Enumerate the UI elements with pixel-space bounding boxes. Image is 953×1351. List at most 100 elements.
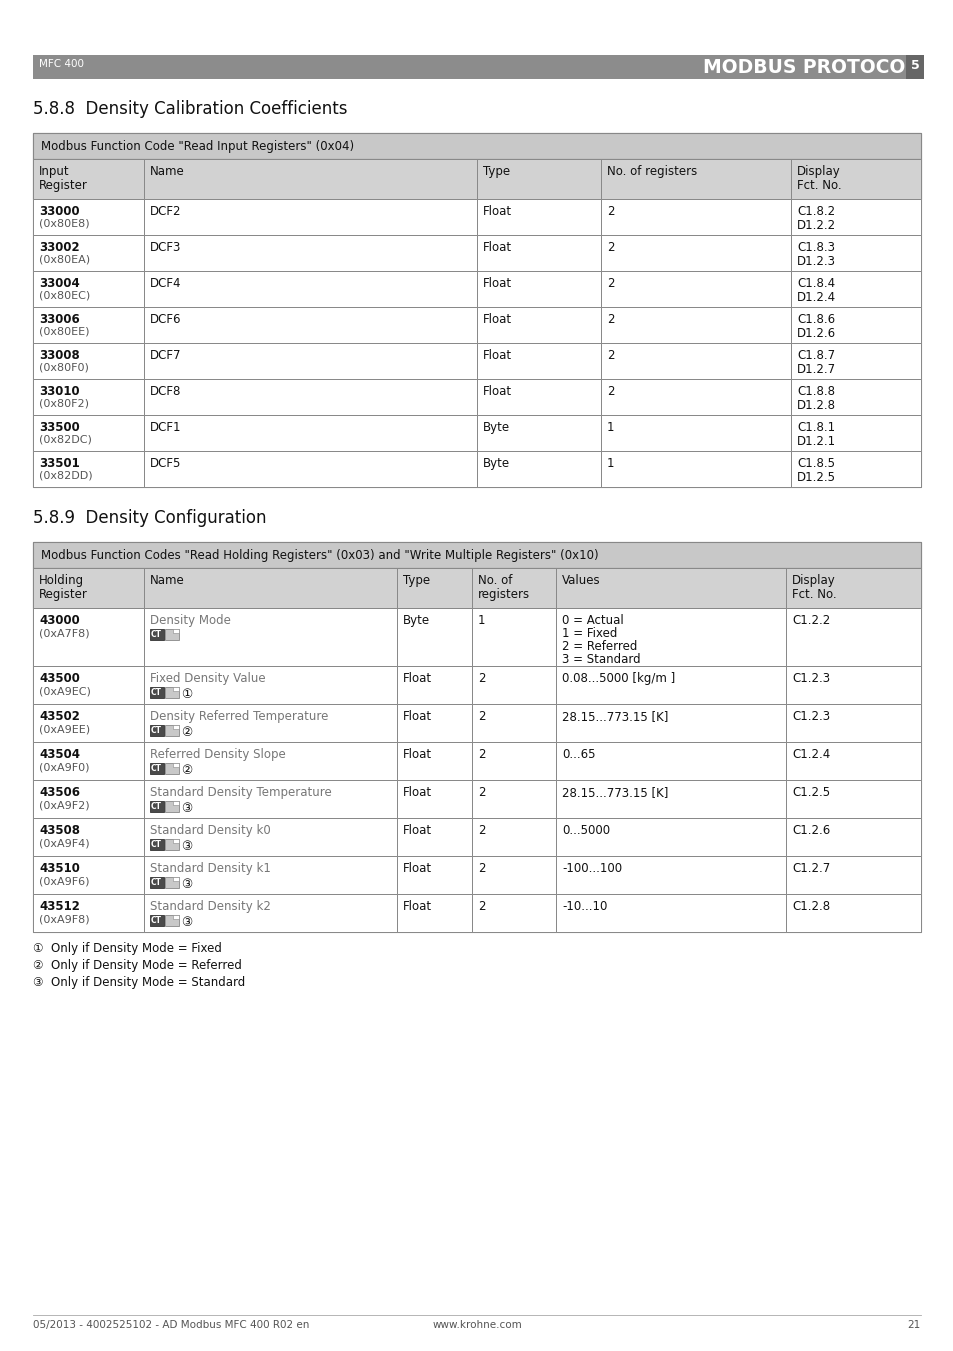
Bar [33,780,144,817]
Bar [150,725,164,736]
Bar [476,159,600,199]
Bar [33,608,920,666]
Bar [556,857,785,894]
Text: Name: Name [150,165,185,178]
Text: Byte: Byte [482,422,510,434]
Bar [790,415,920,451]
Bar [33,159,144,199]
Text: Fct. No.: Fct. No. [796,178,841,192]
Text: 2: 2 [477,711,485,723]
Bar [33,704,920,742]
Text: C1.8.2: C1.8.2 [796,205,834,218]
Text: D1.2.2: D1.2.2 [796,219,835,232]
Bar [33,780,920,817]
Text: 2: 2 [606,240,614,254]
Bar [785,817,920,857]
Bar [790,272,920,307]
Text: Values: Values [561,574,600,586]
Text: 33004: 33004 [39,277,80,290]
Bar [472,780,556,817]
Text: C1.8.1: C1.8.1 [796,422,834,434]
Text: Float: Float [482,277,512,290]
Text: No. of registers: No. of registers [606,165,697,178]
Text: Float: Float [402,786,432,798]
Bar [33,415,920,451]
Text: C1.8.7: C1.8.7 [796,349,834,362]
Bar [396,666,472,704]
Text: CT: CT [151,802,162,811]
Text: 5.8.8  Density Calibration Coefficients: 5.8.8 Density Calibration Coefficients [33,100,347,118]
Bar [172,839,179,843]
Bar [33,159,920,199]
Text: (0xA9F2): (0xA9F2) [39,800,90,811]
Text: 0 = Actual: 0 = Actual [561,613,623,627]
Text: Float: Float [482,205,512,218]
Text: Register: Register [39,588,88,601]
Text: Modbus Function Codes "Read Holding Registers" (0x03) and "Write Multiple Regist: Modbus Function Codes "Read Holding Regi… [41,549,598,562]
Bar [165,763,179,774]
Bar [144,780,396,817]
Text: (0x80F2): (0x80F2) [39,399,89,409]
Bar [33,567,920,608]
Bar [476,199,600,235]
Bar [472,742,556,780]
Bar [33,343,920,380]
Text: 33501: 33501 [39,457,80,470]
Text: 05/2013 - 4002525102 - AD Modbus MFC 400 R02 en: 05/2013 - 4002525102 - AD Modbus MFC 400… [33,1320,309,1329]
Bar [144,380,476,415]
Text: 2: 2 [477,786,485,798]
Bar [396,817,472,857]
Text: 33500: 33500 [39,422,80,434]
Text: Type: Type [482,165,510,178]
Text: Float: Float [402,711,432,723]
Bar [472,666,556,704]
Text: D1.2.7: D1.2.7 [796,363,835,376]
Bar [144,343,476,380]
Bar [790,235,920,272]
Bar [476,380,600,415]
Bar [144,666,396,704]
Text: 2: 2 [477,748,485,761]
Bar [790,199,920,235]
Text: (0x80F0): (0x80F0) [39,363,89,373]
Text: 2 = Referred: 2 = Referred [561,640,637,653]
Text: C1.2.7: C1.2.7 [791,862,829,875]
Text: 5: 5 [910,59,919,72]
Text: Name: Name [150,574,185,586]
Bar [172,877,179,881]
Text: (0x82DD): (0x82DD) [39,471,92,481]
Bar [556,780,785,817]
Text: Float: Float [482,385,512,399]
Bar [144,415,476,451]
Text: Standard Density k2: Standard Density k2 [150,900,271,913]
Text: -10...10: -10...10 [561,900,607,913]
Bar [33,451,920,486]
Text: C1.8.6: C1.8.6 [796,313,834,326]
Text: registers: registers [477,588,530,601]
Text: ③: ③ [181,916,193,929]
Bar [556,894,785,932]
Bar [396,567,472,608]
Text: ②: ② [181,765,193,777]
Bar [172,915,179,919]
Bar [785,567,920,608]
Bar [600,451,790,486]
Bar [476,307,600,343]
Text: C1.8.3: C1.8.3 [796,240,834,254]
Bar [144,307,476,343]
Bar [396,857,472,894]
Bar [476,451,600,486]
Bar [472,894,556,932]
Bar [790,307,920,343]
Bar [33,199,920,235]
Text: ②: ② [181,725,193,739]
Text: (0xA7F8): (0xA7F8) [39,628,90,638]
Bar [33,380,144,415]
Text: 33008: 33008 [39,349,80,362]
Text: Standard Density Temperature: Standard Density Temperature [150,786,332,798]
Bar [476,415,600,451]
Bar [33,55,920,78]
Text: D1.2.1: D1.2.1 [796,435,835,449]
Bar [785,780,920,817]
Bar [396,608,472,666]
